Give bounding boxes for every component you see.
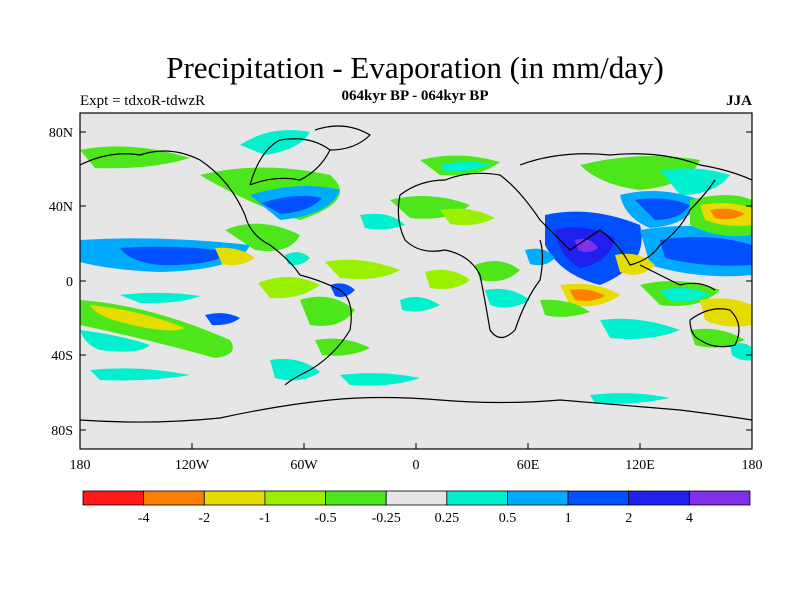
lat-label-0: 0: [66, 275, 73, 290]
lon-label-60e: 60E: [517, 458, 540, 473]
colorbar-label-1: -2: [198, 511, 210, 526]
lat-label-40s: 40S: [51, 349, 73, 364]
experiment-label: Expt = tdxoR-tdwzR: [80, 93, 206, 109]
coastlines: [80, 125, 752, 423]
colorbar-box-1: [143, 490, 205, 506]
colorbar-box-9: [628, 490, 690, 506]
colorbar-box-7: [507, 490, 569, 506]
colorbar-box-0: [82, 490, 145, 506]
colorbar-label-7: 1: [565, 511, 572, 526]
colorbar-box-6: [446, 490, 508, 506]
lon-axis: 180 120W 60W 0 60E 120E 180: [70, 443, 763, 473]
colorbar-box-8: [567, 490, 630, 506]
chart-title: Precipitation - Evaporation (in mm/day): [166, 50, 664, 85]
colorbar-label-5: 0.25: [435, 511, 460, 526]
colorbar-box-4: [325, 490, 387, 506]
lat-label-80n: 80N: [49, 126, 73, 141]
colorbar-box-5: [385, 490, 448, 506]
lon-label-180w: 180: [70, 458, 91, 473]
lat-axis: 80N 40N 0 40S 80S: [49, 126, 752, 439]
lon-label-60w: 60W: [290, 458, 318, 473]
colorbar-label-4: -0.25: [372, 511, 401, 526]
colorbar-label-0: -4: [138, 511, 150, 526]
lon-label-0: 0: [413, 458, 420, 473]
chart-subtitle: 064kyr BP - 064kyr BP: [341, 88, 489, 104]
colorbar-label-8: 2: [625, 511, 632, 526]
lat-label-40n: 40N: [49, 200, 73, 215]
colorbar-box-3: [264, 490, 326, 506]
colorbar-box-10: [688, 490, 751, 506]
colorbar-label-6: 0.5: [499, 511, 517, 526]
colorbar: -4 -2 -1 -0.5 -0.25 0.25 0.5 1 2 4: [82, 490, 751, 526]
colorbar-label-2: -1: [259, 511, 271, 526]
colorbar-label-3: -0.5: [314, 511, 336, 526]
season-label: JJA: [726, 93, 752, 109]
lon-label-120w: 120W: [175, 458, 210, 473]
anomaly-field: [80, 130, 752, 404]
colorbar-box-2: [203, 490, 266, 506]
lon-label-120e: 120E: [625, 458, 655, 473]
lat-label-80s: 80S: [51, 424, 73, 439]
colorbar-label-9: 4: [686, 511, 693, 526]
lon-label-180e: 180: [742, 458, 763, 473]
